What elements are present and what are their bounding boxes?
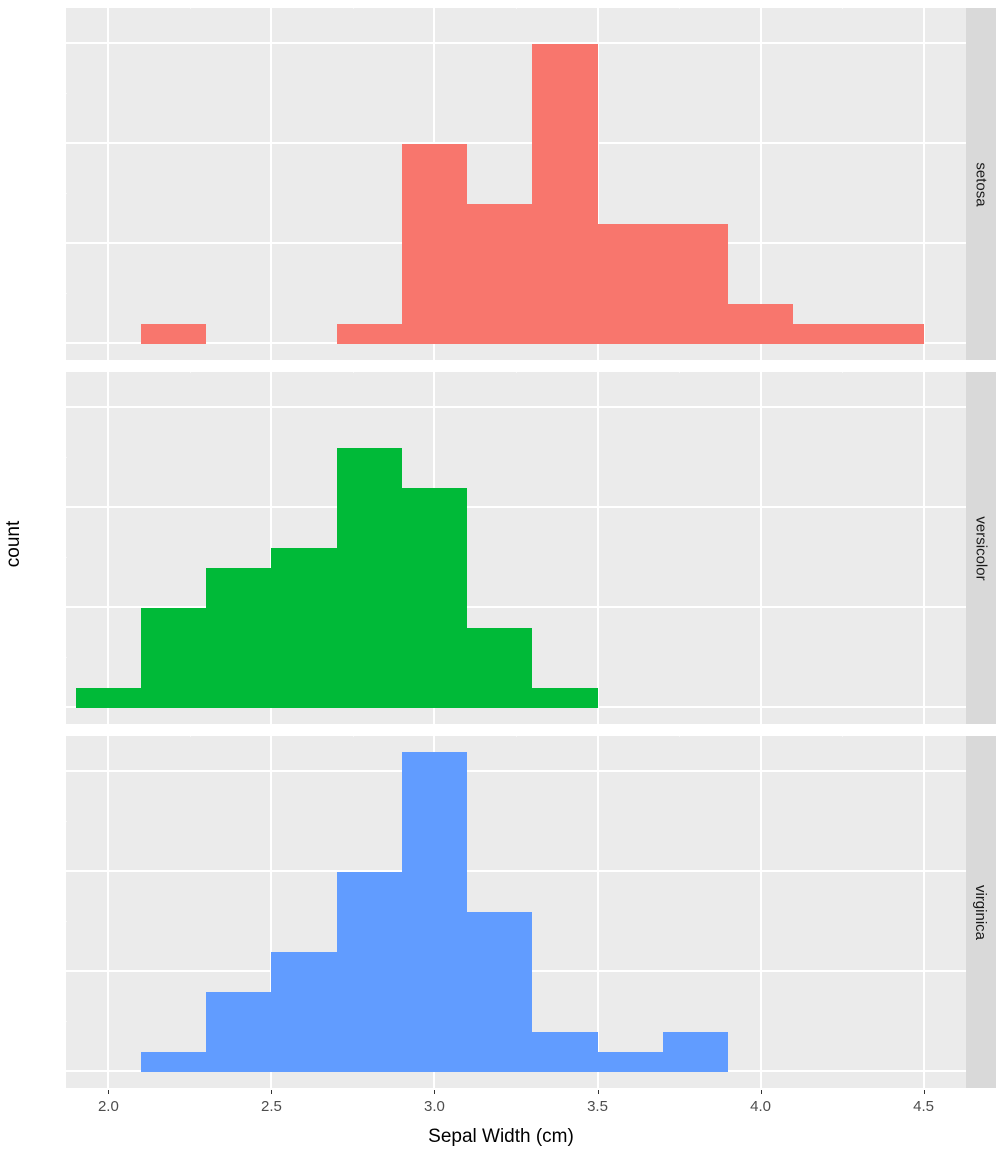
histogram-bar bbox=[793, 324, 858, 344]
histogram-bar bbox=[206, 992, 271, 1072]
grid-major-h bbox=[66, 42, 966, 44]
grid-major-v bbox=[107, 736, 109, 1088]
grid-major-h bbox=[66, 870, 966, 872]
faceted-histogram-figure: count 051015setosa051015versicolor051015… bbox=[0, 0, 1008, 1152]
x-axis-title-text: Sepal Width (cm) bbox=[428, 1126, 574, 1148]
histogram-bar bbox=[532, 688, 597, 708]
x-tick-label: 3.5 bbox=[587, 1098, 608, 1115]
histogram-bar bbox=[141, 324, 206, 344]
grid-minor-h bbox=[66, 921, 67, 922]
x-tick-mark bbox=[598, 1090, 599, 1094]
grid-minor-h bbox=[66, 193, 67, 194]
x-tick-label: 2.5 bbox=[261, 1098, 282, 1115]
grid-minor-v bbox=[842, 372, 843, 373]
grid-minor-h bbox=[66, 293, 67, 294]
y-axis-title: count bbox=[0, 0, 28, 1088]
grid-major-v bbox=[923, 736, 925, 1088]
grid-major-h bbox=[66, 770, 966, 772]
grid-minor-v bbox=[516, 8, 517, 9]
histogram-bar bbox=[663, 1032, 728, 1072]
histogram-bar bbox=[337, 324, 402, 344]
grid-minor-v bbox=[353, 736, 354, 737]
facet-strip-versicolor: versicolor bbox=[966, 372, 996, 724]
grid-minor-h bbox=[66, 457, 67, 458]
histogram-bar bbox=[532, 44, 597, 344]
x-tick-mark bbox=[924, 1090, 925, 1094]
histogram-bar bbox=[598, 1052, 663, 1072]
histogram-bar bbox=[402, 488, 467, 708]
histogram-bar bbox=[467, 628, 532, 708]
histogram-bar bbox=[467, 204, 532, 344]
x-tick-label: 4.5 bbox=[913, 1098, 934, 1115]
grid-minor-v bbox=[842, 8, 843, 9]
grid-major-v bbox=[270, 8, 272, 360]
x-tick-label: 4.0 bbox=[750, 1098, 771, 1115]
grid-minor-v bbox=[842, 736, 843, 737]
facet-strip-virginica: virginica bbox=[966, 736, 996, 1088]
facet-strip-setosa: setosa bbox=[966, 8, 996, 360]
grid-minor-v bbox=[190, 372, 191, 373]
grid-major-h bbox=[66, 506, 966, 508]
histogram-bar bbox=[728, 304, 793, 344]
histogram-bar bbox=[402, 752, 467, 1072]
plot-panel-setosa: 051015 bbox=[66, 8, 966, 360]
histogram-bar bbox=[141, 608, 206, 708]
grid-major-v bbox=[760, 736, 762, 1088]
grid-minor-h bbox=[66, 821, 67, 822]
grid-minor-v bbox=[353, 8, 354, 9]
histogram-bar bbox=[141, 1052, 206, 1072]
grid-minor-h bbox=[66, 1021, 67, 1022]
facet-panels: 051015 setosa 051015 versicolor 051015 virgin… bbox=[66, 8, 996, 1088]
facet-strip-label: versicolor bbox=[973, 516, 990, 580]
x-tick-label: 3.0 bbox=[424, 1098, 445, 1115]
histogram-bar bbox=[598, 224, 663, 344]
facet-row-virginica: 051015 virginica bbox=[66, 736, 996, 1088]
x-tick-labels: 2.0 2.5 3.0 3.5 4.0 4.5 bbox=[66, 1094, 966, 1118]
grid-minor-h bbox=[66, 557, 67, 558]
grid-major-v bbox=[923, 8, 925, 360]
histogram-bar bbox=[663, 224, 728, 344]
histogram-bar bbox=[467, 912, 532, 1072]
histogram-bar bbox=[337, 872, 402, 1072]
grid-major-v bbox=[760, 372, 762, 724]
histogram-bar bbox=[858, 324, 923, 344]
x-axis-title: Sepal Width (cm) bbox=[28, 1122, 974, 1152]
histogram-bar bbox=[532, 1032, 597, 1072]
facet-row-versicolor: 051015 versicolor bbox=[66, 372, 996, 724]
grid-major-v bbox=[923, 372, 925, 724]
grid-minor-v bbox=[190, 8, 191, 9]
histogram-bar bbox=[402, 144, 467, 344]
grid-minor-v bbox=[190, 736, 191, 737]
grid-minor-v bbox=[353, 372, 354, 373]
y-axis-title-text: count bbox=[3, 521, 25, 567]
grid-minor-v bbox=[679, 372, 680, 373]
facet-row-setosa: 051015 setosa bbox=[66, 8, 996, 360]
x-tick-label: 2.0 bbox=[98, 1098, 119, 1115]
histogram-bar bbox=[337, 448, 402, 708]
x-tick-mark bbox=[434, 1090, 435, 1094]
grid-major-v bbox=[107, 8, 109, 360]
facet-strip-label: setosa bbox=[973, 162, 990, 206]
grid-major-v bbox=[597, 372, 599, 724]
histogram-bar bbox=[271, 952, 336, 1072]
histogram-bar bbox=[76, 688, 141, 708]
histogram-bar bbox=[206, 568, 271, 708]
x-tick-mark bbox=[761, 1090, 762, 1094]
grid-major-h bbox=[66, 406, 966, 408]
grid-major-v bbox=[107, 372, 109, 724]
plot-panel-virginica: 051015 bbox=[66, 736, 966, 1088]
grid-minor-v bbox=[516, 372, 517, 373]
grid-minor-h bbox=[66, 93, 67, 94]
grid-minor-v bbox=[679, 736, 680, 737]
histogram-bar bbox=[271, 548, 336, 708]
grid-major-h bbox=[66, 142, 966, 144]
grid-minor-h bbox=[66, 657, 67, 658]
plot-panel-versicolor: 051015 bbox=[66, 372, 966, 724]
grid-minor-v bbox=[516, 736, 517, 737]
grid-minor-v bbox=[679, 8, 680, 9]
x-tick-mark bbox=[271, 1090, 272, 1094]
facet-strip-label: virginica bbox=[973, 884, 990, 939]
x-tick-mark bbox=[108, 1090, 109, 1094]
